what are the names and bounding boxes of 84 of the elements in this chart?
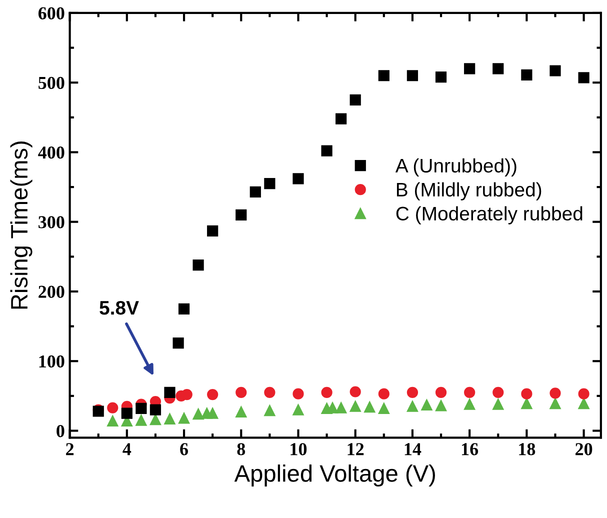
point (492, 63, 504, 74)
point (364, 402, 376, 413)
point (378, 70, 390, 82)
point (178, 303, 190, 314)
point (435, 71, 447, 83)
point (521, 398, 532, 410)
point (350, 386, 361, 398)
point (550, 65, 561, 76)
point (406, 70, 418, 82)
point (192, 259, 204, 271)
point (181, 388, 192, 400)
legend-label: B (Mildly rubbed) (396, 182, 542, 200)
x-tick-label: 2 (66, 443, 74, 456)
point (435, 386, 447, 398)
point (421, 399, 432, 411)
point (578, 72, 590, 84)
point (492, 386, 504, 398)
point (464, 63, 476, 74)
point (164, 413, 176, 424)
point (435, 400, 447, 412)
point (578, 388, 590, 400)
point (406, 386, 418, 398)
y-tick-label: 600 (38, 7, 64, 20)
point (236, 386, 247, 398)
point (107, 402, 118, 414)
point (378, 402, 390, 414)
point (136, 402, 147, 414)
point (207, 388, 218, 400)
x-tick-label: 10 (290, 443, 307, 456)
point (378, 388, 390, 400)
point (150, 404, 162, 416)
y-tick-label: 0 (56, 425, 64, 438)
point (136, 414, 147, 426)
x-tick-label: 18 (519, 443, 536, 456)
x-tick-label: 8 (237, 443, 246, 456)
point (492, 398, 504, 410)
point (521, 388, 532, 400)
legend-label: C (Moderately rubbed (396, 206, 582, 224)
point (172, 337, 184, 349)
point (336, 113, 347, 124)
point (264, 404, 276, 416)
x-tick-label: 4 (122, 443, 132, 456)
point (264, 386, 276, 398)
point (121, 408, 132, 419)
x-tick-label: 12 (348, 443, 364, 456)
point (178, 412, 190, 424)
y-tick-label: 300 (38, 216, 64, 228)
point (550, 388, 561, 399)
y-tick-label: 200 (38, 286, 64, 298)
x-tick-label: 14 (404, 443, 422, 456)
point (250, 186, 261, 198)
point (521, 69, 532, 80)
y-axis-title: Rising Time(ms) (10, 142, 32, 309)
legend-label: A (Unrubbed)) (395, 158, 516, 176)
point (207, 408, 218, 419)
x-tick-label: 16 (462, 443, 478, 456)
y-tick-label: 400 (38, 146, 64, 159)
x-axis-title: Applied Voltage (V) (234, 464, 435, 487)
point (292, 173, 304, 184)
point (350, 400, 361, 412)
y-tick-label: 100 (39, 355, 64, 368)
point (164, 386, 176, 398)
point (292, 404, 304, 416)
y-tick-label: 500 (38, 76, 64, 90)
point (264, 178, 276, 190)
point (236, 209, 247, 220)
x-tick-label: 6 (180, 443, 188, 456)
annotation: 5.8V (100, 300, 139, 315)
point (464, 386, 476, 398)
point (550, 398, 561, 410)
point (464, 398, 476, 410)
point (406, 400, 418, 412)
point (207, 225, 218, 236)
point (236, 406, 247, 418)
point (350, 94, 361, 106)
point (292, 388, 304, 400)
point (107, 415, 118, 427)
point (192, 408, 204, 420)
point (321, 386, 332, 398)
point (150, 414, 162, 426)
point (336, 402, 347, 414)
x-tick-label: 20 (576, 443, 592, 456)
point (321, 145, 332, 156)
point (578, 398, 590, 410)
